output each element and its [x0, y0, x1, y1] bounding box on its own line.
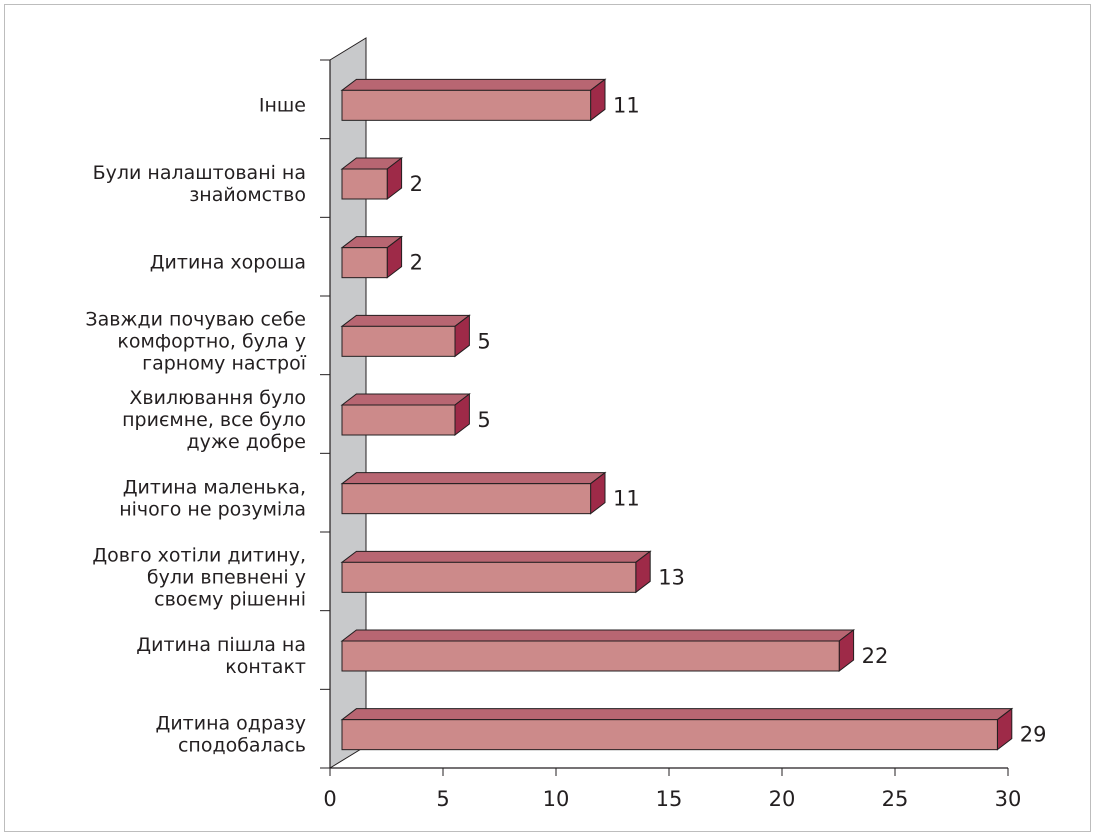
category-label-line: Були налаштовані на — [93, 162, 306, 184]
bar: 11 — [340, 471, 640, 515]
category-label-line: Дитина одразу — [155, 713, 306, 735]
bar: 29 — [340, 707, 1047, 751]
category-label-line: Дитина маленька, — [123, 477, 306, 499]
category-label: Дитина хороша — [150, 252, 306, 274]
category-label-line: Довго хотіли дитину, — [92, 544, 306, 566]
category-label-line: приємне, все було — [122, 409, 306, 431]
bar-value-label: 29 — [1020, 723, 1047, 747]
bar-front-face — [341, 325, 456, 357]
bar-top-face — [340, 629, 856, 642]
category-label-line: Дитина хороша — [150, 252, 306, 274]
category-label: Хвилювання було приємне, все було дуже доб… — [122, 387, 306, 453]
bar: 2 — [340, 235, 423, 279]
category-label: Дитина одразу сподобалась — [155, 713, 306, 757]
bar-front-face — [341, 640, 840, 672]
bar-top-face — [340, 472, 607, 485]
bar-value-label: 2 — [410, 251, 423, 275]
category-label-line: Завжди почуваю себе — [85, 308, 306, 330]
bar: 5 — [340, 392, 491, 437]
bar-top-face — [340, 78, 607, 91]
bar-front-face — [341, 561, 637, 593]
x-tick-label: 15 — [656, 787, 683, 811]
category-label-line: гарному настрої — [142, 352, 307, 374]
category-label: Були налаштовані на знайомство — [93, 162, 306, 206]
bar-value-label: 13 — [658, 565, 685, 589]
bar-value-label: 5 — [477, 329, 490, 353]
category-label-line: були впевнені у — [147, 566, 306, 588]
bar-front-face — [341, 247, 388, 279]
bar-top-face — [340, 708, 1014, 721]
bar-value-label: 5 — [477, 408, 490, 432]
bar: 11 — [340, 78, 640, 122]
bar-top-face — [340, 393, 471, 406]
category-label: Завжди почуваю себе комфортно, була у гарн… — [85, 308, 306, 374]
bar: 5 — [340, 314, 491, 358]
x-tick-label: 0 — [323, 787, 336, 811]
bar-value-label: 22 — [862, 644, 889, 668]
category-label-line: Інше — [259, 94, 306, 116]
bar-front-face — [341, 719, 998, 751]
bar: 22 — [340, 628, 889, 673]
category-label: Дитина маленька, нічого не розуміла — [119, 477, 306, 521]
x-tick-label: 10 — [543, 787, 570, 811]
category-label-line: комфортно, була у — [117, 330, 306, 352]
category-label: Інше — [259, 94, 306, 116]
category-label-line: сподобалась — [178, 735, 306, 757]
bar: 2 — [340, 156, 423, 201]
category-label: Довго хотіли дитину, були впевнені у своєм… — [92, 544, 306, 610]
bar-value-label: 11 — [613, 487, 640, 511]
category-label-line: своєму рішенні — [154, 588, 306, 610]
x-tick-label: 30 — [995, 787, 1022, 811]
bar-front-face — [341, 483, 592, 515]
category-label-line: контакт — [225, 656, 306, 678]
bar-front-face — [341, 89, 592, 121]
bar-value-label: 2 — [410, 172, 423, 196]
category-label: Дитина пішла на контакт — [136, 634, 306, 678]
bar: 13 — [340, 550, 685, 594]
category-label-line: Дитина пішла на — [136, 634, 306, 656]
bar-top-face — [340, 550, 652, 563]
x-tick-label: 25 — [882, 787, 909, 811]
category-label-line: нічого не розуміла — [119, 499, 306, 521]
x-tick-label: 5 — [436, 787, 449, 811]
bar-top-face — [340, 314, 471, 327]
category-label-line: Хвилювання було — [129, 387, 306, 409]
category-label-line: дуже добре — [187, 431, 306, 453]
bar-front-face — [341, 168, 388, 200]
x-tick-label: 20 — [769, 787, 796, 811]
bar-value-label: 11 — [613, 93, 640, 117]
category-label-line: знайомство — [189, 184, 306, 206]
x-axis: 0 5 10 15 20 25 30 — [320, 59, 1022, 811]
bar-front-face — [341, 404, 456, 436]
chart-frame — [4, 4, 1091, 832]
